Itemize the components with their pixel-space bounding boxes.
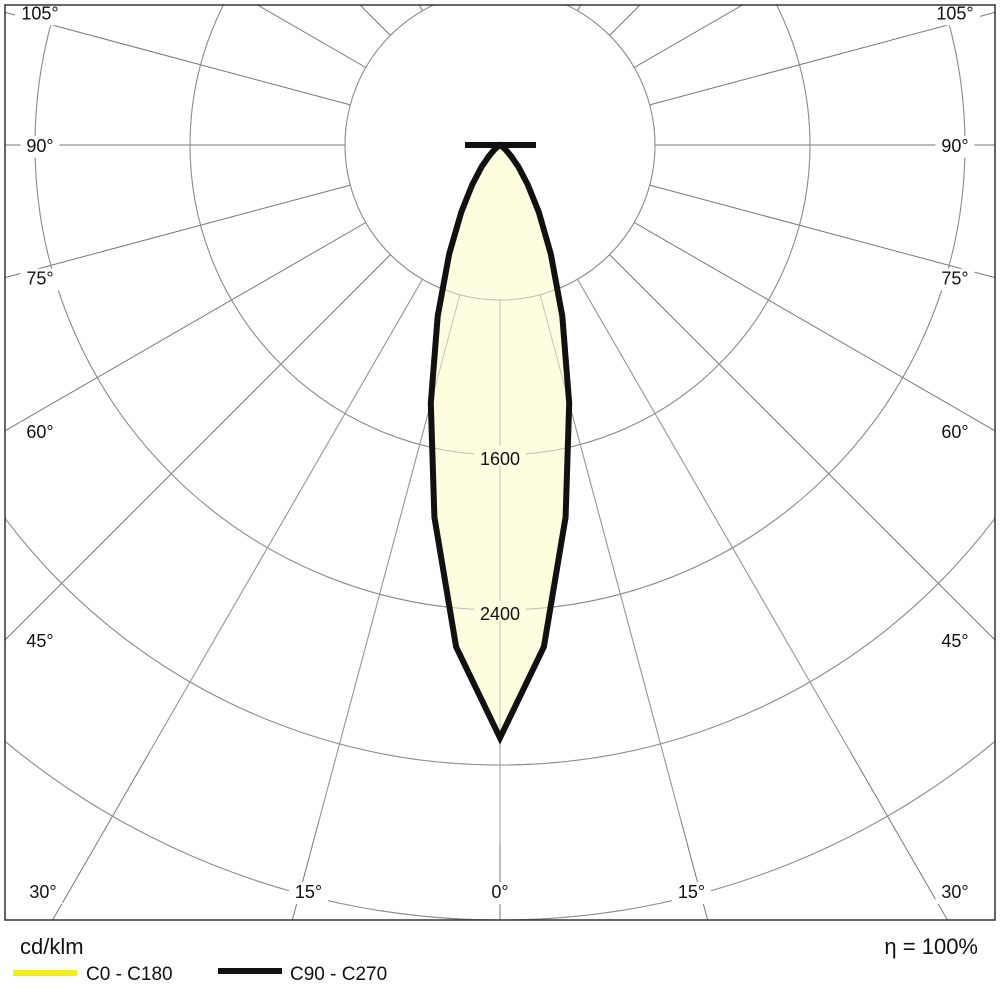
angle-label: 30° — [29, 882, 56, 902]
legend-swatch-c0 — [13, 970, 77, 976]
grid-radial-line — [5, 222, 367, 432]
grid-radial-line — [577, 5, 582, 12]
grid-radial-line — [257, 5, 367, 68]
angle-label-bg — [672, 882, 712, 904]
legend-label-c90: C90 - C270 — [290, 964, 388, 985]
grid-radial-line — [5, 184, 351, 279]
radial-label-bg — [474, 601, 526, 621]
angle-label: 15° — [678, 882, 705, 902]
angle-label: 75° — [941, 269, 968, 289]
angle-label: 105° — [936, 3, 973, 23]
angle-label-bg — [935, 136, 975, 158]
grid-radial-line — [609, 5, 641, 36]
angle-label-bg — [930, 3, 980, 26]
angle-label: 105° — [21, 3, 58, 23]
grid-circle — [5, 517, 995, 766]
grid-radial-line — [649, 184, 995, 279]
grid-radial-line — [359, 5, 391, 36]
angle-label: 90° — [941, 136, 968, 156]
angle-label-bg — [20, 136, 60, 158]
grid-radial-line — [418, 5, 423, 12]
angle-label: 60° — [26, 422, 53, 442]
grid-radial-line — [539, 294, 682, 822]
angle-label-bg — [935, 268, 975, 291]
grid-circle — [344, 5, 656, 301]
legend-label-c0: C0 - C180 — [86, 964, 173, 985]
series-curve-c90-c270 — [427, 141, 573, 745]
angle-label: 30° — [941, 882, 968, 902]
angle-label-bg — [288, 882, 328, 904]
angle-label: 45° — [26, 631, 53, 651]
legend-swatch-c90 — [218, 968, 282, 974]
grid-radial-line — [149, 278, 423, 752]
angle-label: 90° — [26, 136, 53, 156]
grid-radial-line — [5, 11, 351, 106]
angle-label-bg — [935, 631, 975, 653]
unit-label: cd/klm — [20, 934, 84, 959]
angle-label: 45° — [941, 631, 968, 651]
plot-frame — [4, 4, 996, 921]
grid-radial-line — [318, 294, 461, 822]
grid-radial-line — [577, 278, 851, 752]
radial-tick-label: 1600 — [480, 449, 520, 469]
angle-label: 75° — [26, 269, 53, 289]
angle-label: 15° — [295, 882, 322, 902]
angle-label: 0° — [491, 882, 508, 902]
angle-label-bg — [23, 882, 63, 904]
grid-radial-line — [633, 222, 995, 432]
grid-radial-line — [649, 11, 995, 106]
efficiency-label: η = 100% — [884, 934, 978, 959]
grid-radial-line — [609, 254, 995, 641]
radial-label-bg — [474, 446, 526, 466]
angle-label: 60° — [941, 422, 968, 442]
radial-tick-label: 2400 — [480, 604, 520, 624]
angle-label-bg — [935, 882, 975, 904]
grid-radial-line — [5, 254, 391, 641]
angle-label-bg — [15, 3, 65, 26]
angle-label-bg — [20, 268, 60, 291]
angle-label-bg — [20, 421, 60, 444]
angle-label-bg — [486, 882, 514, 904]
grid-radial-line — [633, 5, 743, 68]
angle-label-bg — [20, 631, 60, 653]
angle-label-bg — [935, 421, 975, 444]
